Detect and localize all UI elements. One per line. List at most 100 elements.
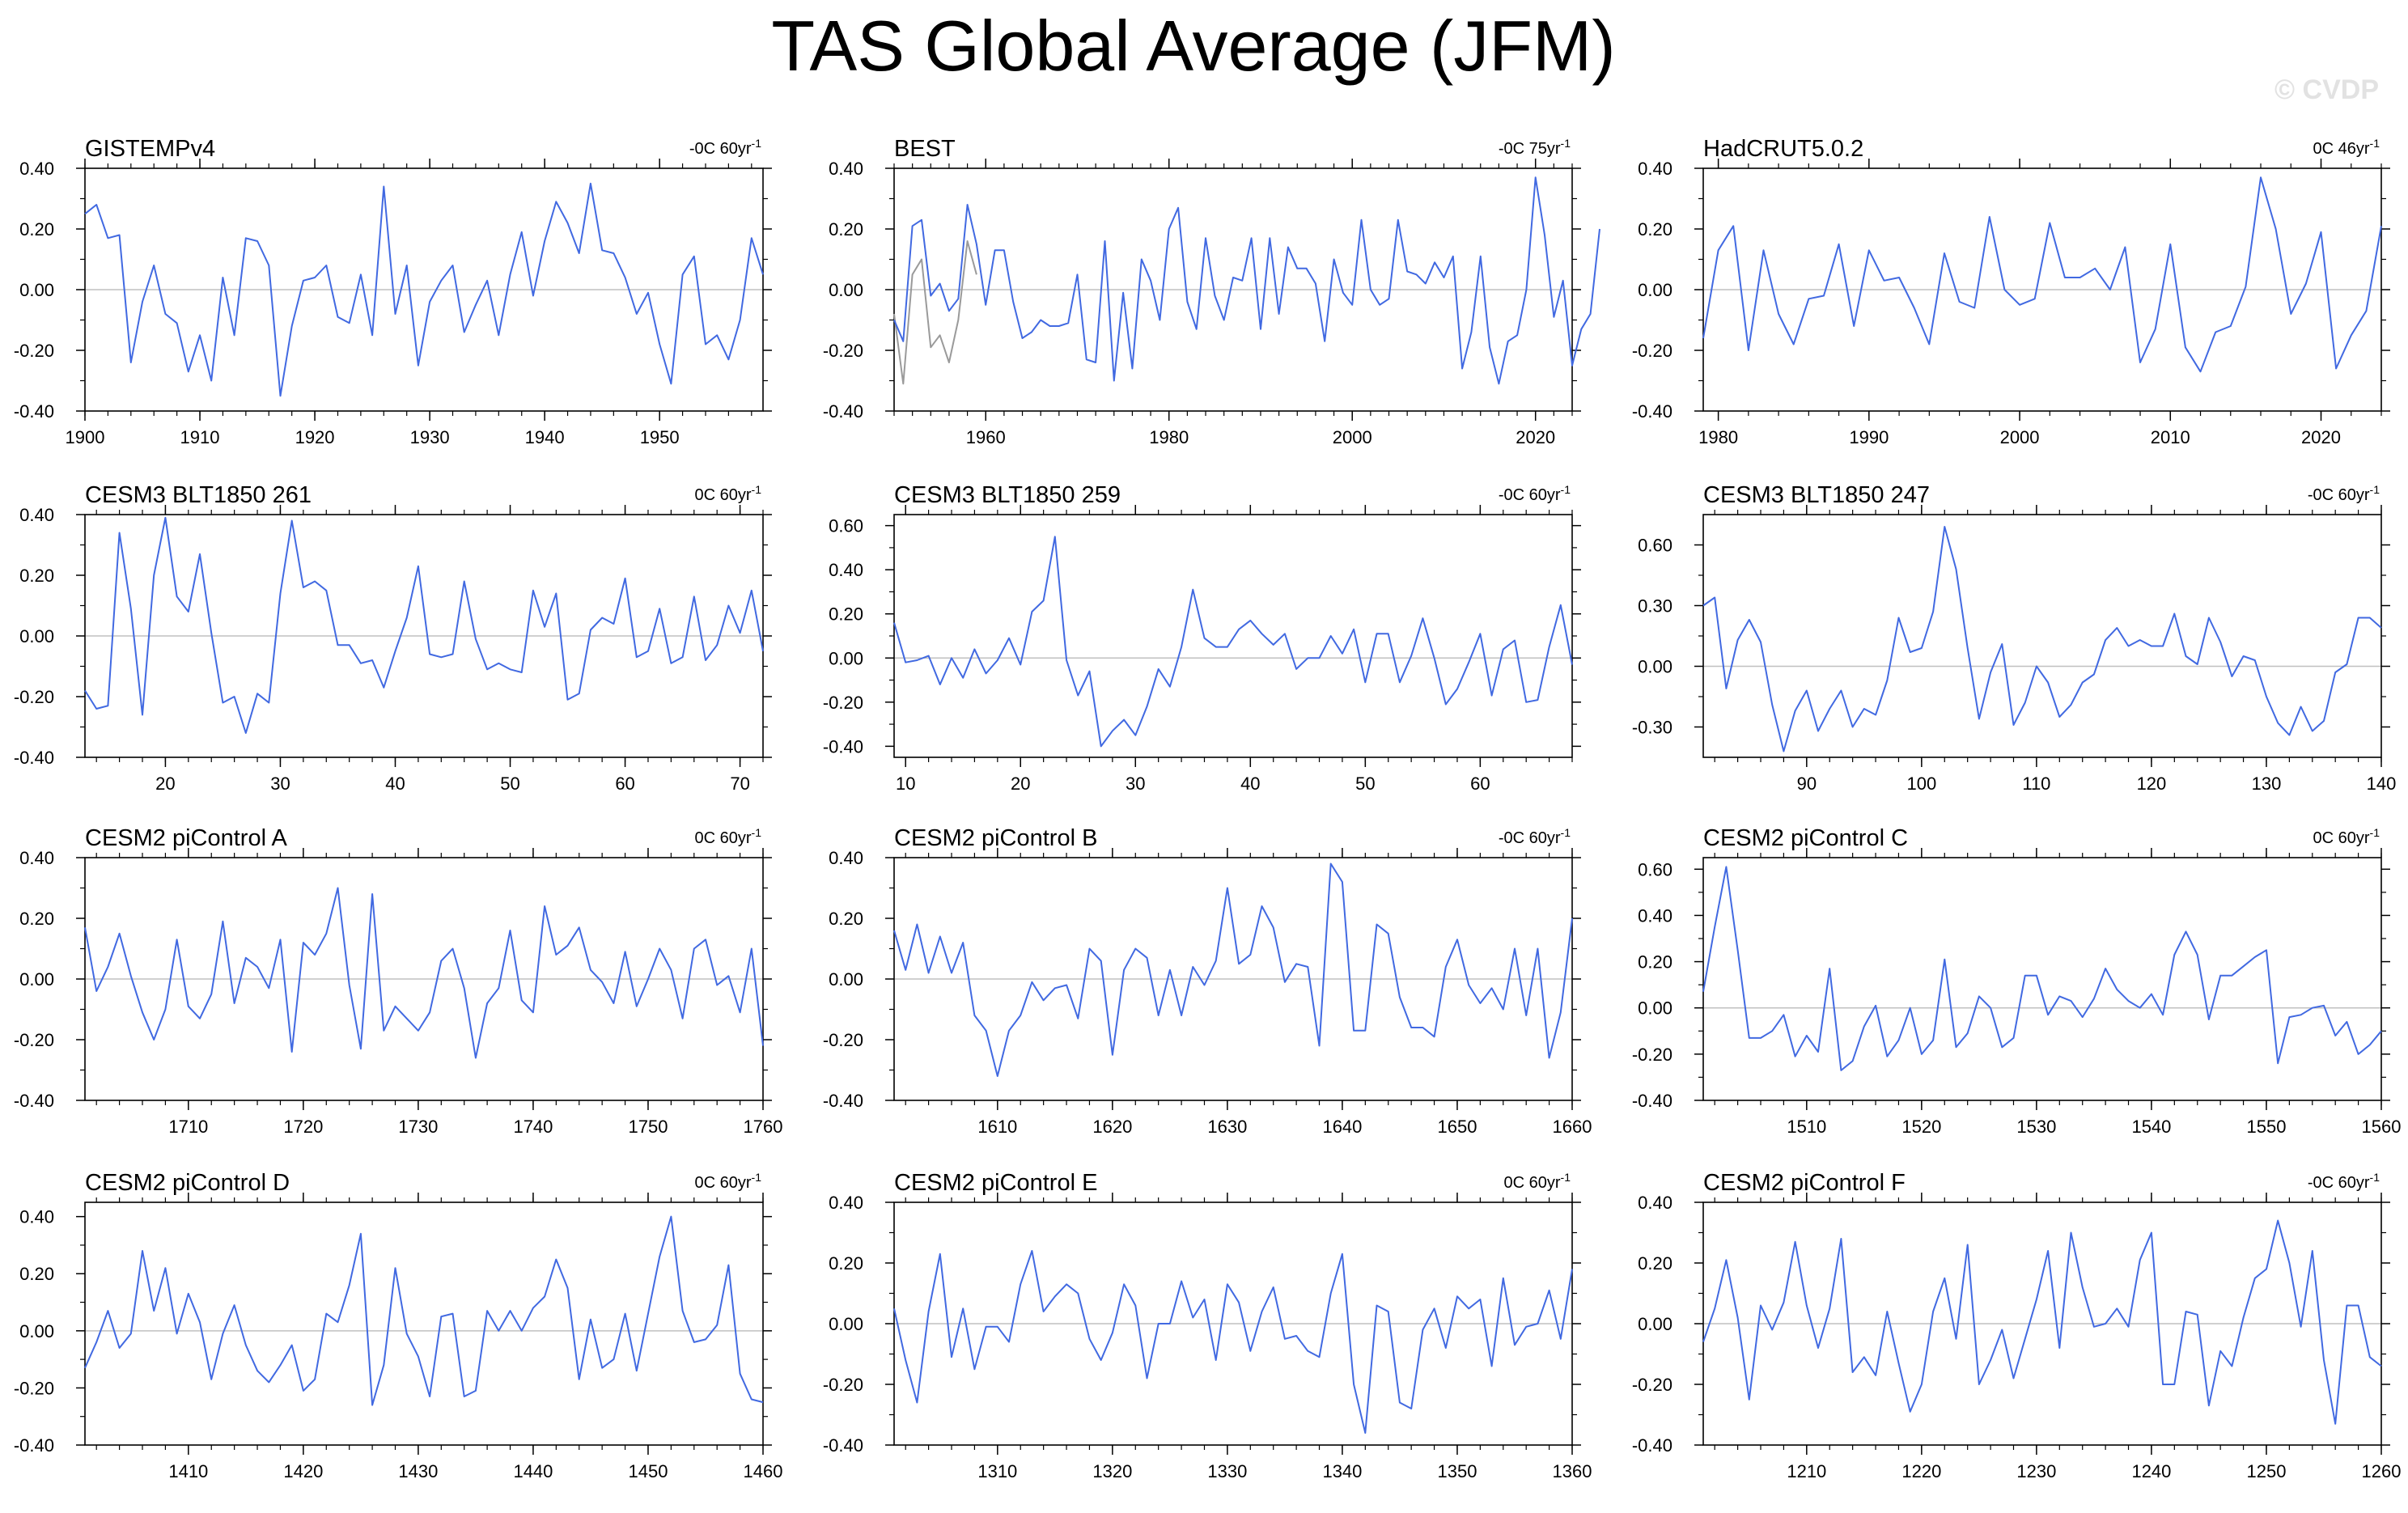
y-tick-label: 0.20 bbox=[829, 604, 863, 625]
x-tick-label: 1520 bbox=[1901, 1117, 1941, 1137]
plot-frame bbox=[893, 514, 1573, 758]
y-tick-label: -0.30 bbox=[1632, 718, 1672, 738]
chart-panel: CESM2 piControl A 0C 60yr-1 0.40 0.20 0.00 -0… bbox=[14, 825, 783, 1137]
y-tick-label: 0.20 bbox=[19, 219, 54, 239]
trend-label: -0C 60yr-1 bbox=[1499, 483, 1571, 504]
x-tick-label: 10 bbox=[896, 773, 915, 794]
x-tick-label: 1340 bbox=[1322, 1461, 1362, 1481]
series-line bbox=[893, 176, 1600, 385]
y-tick-label: 0.20 bbox=[829, 1253, 863, 1274]
y-tick-label: -0.20 bbox=[823, 341, 863, 361]
x-tick-label: 1940 bbox=[525, 427, 565, 447]
panel-title: CESM3 BLT1850 259 bbox=[894, 482, 1121, 508]
x-tick-label: 1330 bbox=[1207, 1461, 1247, 1481]
series-line bbox=[1702, 526, 2382, 752]
x-tick-label: 60 bbox=[615, 773, 634, 794]
panel-title: CESM2 piControl B bbox=[894, 825, 1097, 851]
y-tick-label: -0.40 bbox=[823, 1091, 863, 1111]
series-line bbox=[84, 887, 764, 1059]
y-tick-label: 0.60 bbox=[1638, 536, 1672, 556]
y-tick-label: 0.40 bbox=[19, 505, 54, 525]
series-line bbox=[1702, 176, 2382, 373]
x-tick-label: 1230 bbox=[2016, 1461, 2056, 1481]
y-tick-label: -0.20 bbox=[14, 1378, 54, 1398]
x-tick-label: 1240 bbox=[2131, 1461, 2171, 1481]
chart-panel: CESM2 piControl C 0C 60yr-1 0.60 0.40 0.20 0.… bbox=[1632, 825, 2402, 1137]
trend-label: -0C 75yr-1 bbox=[1499, 137, 1571, 158]
x-tick-label: 1980 bbox=[1149, 427, 1189, 447]
y-tick-label: 0.20 bbox=[829, 909, 863, 929]
y-tick-label: -0.40 bbox=[14, 748, 54, 768]
x-tick-label: 30 bbox=[1126, 773, 1145, 794]
y-tick-label: 0.60 bbox=[829, 516, 863, 536]
panel-title: GISTEMPv4 bbox=[85, 136, 215, 162]
secondary-series-line bbox=[893, 240, 977, 385]
x-tick-label: 1530 bbox=[2016, 1117, 2056, 1137]
chart-panel: CESM2 piControl E 0C 60yr-1 0.40 0.20 0.00 -0… bbox=[823, 1170, 1592, 1481]
panel-title: CESM2 piControl C bbox=[1703, 825, 1908, 851]
y-tick-label: 0.00 bbox=[1638, 657, 1672, 677]
y-tick-label: 0.30 bbox=[1638, 596, 1672, 617]
panel-title: CESM2 piControl D bbox=[85, 1170, 290, 1196]
x-tick-label: 140 bbox=[2367, 773, 2397, 794]
panel-title: CESM2 piControl A bbox=[85, 825, 287, 851]
x-tick-label: 1440 bbox=[513, 1461, 553, 1481]
plot-frame bbox=[84, 1202, 764, 1446]
y-tick-label: 0.40 bbox=[829, 1193, 863, 1213]
x-tick-label: 60 bbox=[1470, 773, 1490, 794]
y-tick-label: -0.20 bbox=[14, 341, 54, 361]
trend-label: -0C 60yr-1 bbox=[2308, 1171, 2380, 1192]
y-tick-label: -0.20 bbox=[14, 1030, 54, 1050]
x-tick-label: 1910 bbox=[180, 427, 220, 447]
x-tick-label: 1720 bbox=[283, 1117, 323, 1137]
x-tick-label: 1460 bbox=[744, 1461, 783, 1481]
series-line bbox=[893, 1250, 1573, 1434]
series-line bbox=[84, 182, 764, 397]
y-tick-label: 0.40 bbox=[1638, 1193, 1672, 1213]
x-tick-label: 1750 bbox=[628, 1117, 668, 1137]
x-tick-label: 1310 bbox=[977, 1461, 1017, 1481]
x-tick-label: 2020 bbox=[2301, 427, 2341, 447]
chart-panel: GISTEMPv4 -0C 60yr-1 0.40 0.20 0.00 -0.20 -0.4… bbox=[14, 136, 772, 447]
y-tick-label: 0.40 bbox=[829, 159, 863, 179]
x-tick-label: 1900 bbox=[66, 427, 105, 447]
series-line bbox=[893, 536, 1573, 748]
x-tick-label: 20 bbox=[1011, 773, 1030, 794]
x-tick-label: 1710 bbox=[168, 1117, 208, 1137]
y-tick-label: 0.00 bbox=[1638, 998, 1672, 1019]
x-tick-label: 1510 bbox=[1787, 1117, 1826, 1137]
y-tick-label: 0.00 bbox=[19, 626, 54, 646]
chart-panel: BEST -0C 75yr-1 0.40 0.20 0.00 -0.20 -0.40 1960… bbox=[823, 136, 1600, 447]
x-tick-label: 1350 bbox=[1437, 1461, 1477, 1481]
y-tick-label: 0.40 bbox=[19, 159, 54, 179]
x-tick-label: 1620 bbox=[1092, 1117, 1132, 1137]
y-tick-label: 0.00 bbox=[1638, 1314, 1672, 1334]
trend-label: -0C 60yr-1 bbox=[1499, 826, 1571, 847]
y-tick-label: 0.00 bbox=[19, 280, 54, 300]
y-tick-label: 0.40 bbox=[829, 848, 863, 868]
trend-label: 0C 60yr-1 bbox=[695, 1171, 762, 1192]
series-line bbox=[1702, 1219, 2382, 1425]
series-line bbox=[893, 862, 1573, 1077]
trend-label: 0C 60yr-1 bbox=[695, 826, 762, 847]
panel-title: BEST bbox=[894, 136, 956, 162]
trend-label: 0C 46yr-1 bbox=[2313, 137, 2380, 158]
x-tick-label: 130 bbox=[2252, 773, 2282, 794]
watermark: © CVDP bbox=[2274, 74, 2379, 105]
y-tick-label: -0.40 bbox=[14, 1435, 54, 1456]
y-tick-label: -0.40 bbox=[1632, 1435, 1672, 1456]
plot-frame bbox=[1702, 514, 2382, 758]
y-tick-label: 0.20 bbox=[19, 566, 54, 586]
y-tick-label: 0.00 bbox=[829, 280, 863, 300]
x-tick-label: 50 bbox=[1355, 773, 1375, 794]
y-tick-label: 0.00 bbox=[1638, 280, 1672, 300]
trend-label: 0C 60yr-1 bbox=[695, 483, 762, 504]
y-tick-label: 0.40 bbox=[19, 848, 54, 868]
x-tick-label: 110 bbox=[2022, 773, 2050, 794]
x-tick-label: 1220 bbox=[1901, 1461, 1941, 1481]
x-tick-label: 1730 bbox=[398, 1117, 438, 1137]
trend-label: 0C 60yr-1 bbox=[1504, 1171, 1571, 1192]
y-tick-label: 0.00 bbox=[829, 1314, 863, 1334]
